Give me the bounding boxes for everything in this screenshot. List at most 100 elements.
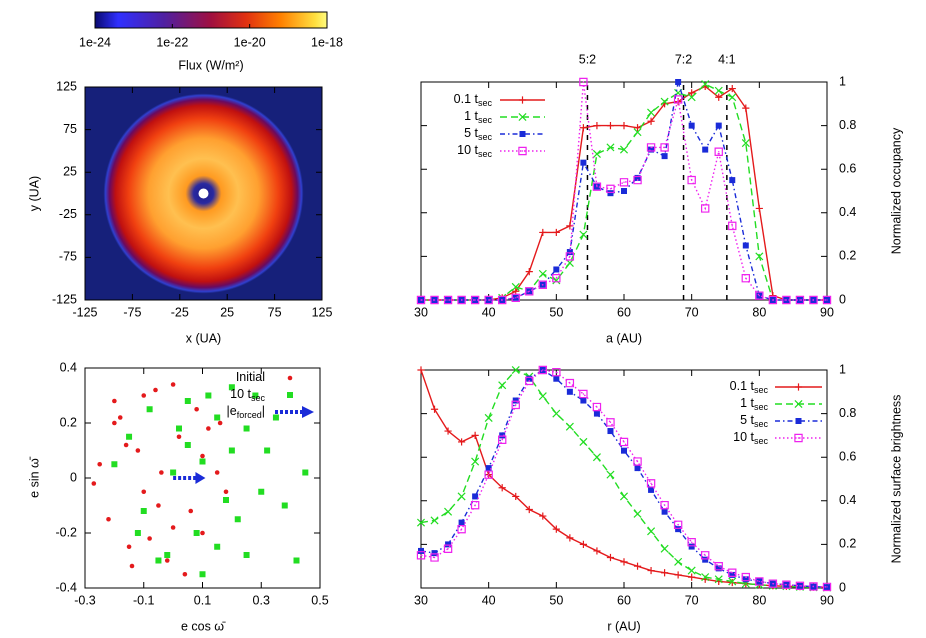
- marker: [228, 384, 235, 391]
- x-tick-label: -25: [171, 305, 189, 319]
- marker: [170, 525, 176, 530]
- y-tick-label: 0.2: [839, 249, 856, 263]
- y-tick-label: -25: [59, 207, 77, 221]
- marker: [457, 295, 466, 305]
- legend-name: 10 t: [733, 430, 754, 444]
- legend-subscript: sec: [754, 402, 769, 412]
- marker: [633, 457, 642, 466]
- colorbar-label: Flux (W/m²): [178, 58, 243, 72]
- marker: [470, 500, 480, 510]
- marker: [281, 502, 288, 509]
- marker: [153, 387, 158, 393]
- marker: [416, 551, 426, 560]
- marker: [660, 143, 669, 152]
- marker: [633, 175, 642, 185]
- marker: [728, 577, 737, 586]
- marker: [552, 367, 561, 377]
- marker: [458, 519, 465, 526]
- marker: [498, 435, 507, 444]
- marker: [565, 378, 575, 388]
- legend-name: 1 t: [740, 396, 754, 410]
- marker: [525, 287, 534, 296]
- legend-subscript: sec: [478, 149, 493, 159]
- marker: [471, 457, 480, 466]
- marker: [182, 571, 188, 577]
- marker: [539, 228, 547, 237]
- marker: [606, 143, 615, 152]
- marker: [217, 420, 223, 426]
- legend-label: 1 tsec: [740, 396, 768, 412]
- y-tick-label: 0.4: [839, 493, 856, 507]
- marker: [579, 124, 587, 132]
- marker: [593, 410, 600, 417]
- marker: [134, 530, 141, 536]
- legend-subscript: sec: [478, 98, 493, 108]
- marker: [782, 580, 791, 589]
- x-tick-label: 25: [220, 305, 234, 319]
- marker: [795, 295, 805, 305]
- marker: [620, 558, 628, 566]
- marker: [552, 228, 560, 237]
- marker: [243, 552, 250, 558]
- legend-label: Initial: [236, 370, 265, 384]
- marker: [675, 526, 682, 533]
- marker: [471, 431, 479, 439]
- marker: [701, 80, 710, 89]
- marker: [525, 268, 533, 276]
- marker: [457, 524, 466, 534]
- legend-subscript: sec: [754, 436, 769, 446]
- marker: [714, 86, 723, 95]
- y-axis-label: Normalized surface brightness: [889, 395, 903, 564]
- marker: [511, 293, 520, 303]
- colorbar-tick-label: 1e-24: [79, 35, 111, 49]
- x-tick-label: 60: [617, 305, 631, 319]
- marker: [606, 122, 615, 130]
- marker: [647, 566, 655, 575]
- marker: [620, 122, 628, 130]
- legend-subscript: forced: [237, 410, 262, 420]
- marker: [199, 571, 206, 578]
- marker: [675, 79, 682, 85]
- marker: [647, 108, 656, 117]
- marker: [141, 489, 147, 495]
- marker: [621, 447, 627, 454]
- marker: [565, 422, 574, 431]
- marker: [155, 557, 162, 564]
- y-tick-label: 0.2: [60, 415, 77, 429]
- marker: [184, 398, 191, 404]
- legend-subscript: sec: [478, 115, 493, 125]
- x-tick-label: 75: [268, 305, 282, 319]
- marker: [538, 280, 547, 289]
- marker: [634, 174, 641, 181]
- marker: [498, 381, 507, 390]
- panel: 30 40 50 60 70 80 90 0 0.2 0.4 0.6 0.8 1 r (AU) Normal…: [414, 362, 903, 633]
- marker: [688, 122, 695, 129]
- x-tick-label: 80: [752, 593, 766, 607]
- marker: [146, 406, 153, 413]
- marker: [621, 188, 627, 194]
- x-tick-label: 70: [685, 593, 699, 607]
- marker: [606, 418, 615, 427]
- marker: [579, 389, 588, 399]
- resonance-label: 4:1: [718, 52, 735, 66]
- y-tick-label: 0.4: [60, 360, 77, 374]
- legend-name: 10 t: [230, 387, 251, 401]
- marker: [648, 486, 655, 493]
- marker: [539, 512, 547, 520]
- legend-marker: [518, 146, 527, 156]
- marker: [648, 146, 655, 153]
- legend-label: 5 tsec: [740, 413, 768, 429]
- marker: [673, 520, 683, 529]
- marker: [525, 376, 534, 386]
- colorbar-tick-label: 1e-18: [311, 35, 343, 49]
- marker: [607, 190, 614, 197]
- marker: [430, 516, 439, 525]
- marker: [443, 544, 453, 553]
- x-tick-label: 60: [617, 593, 631, 607]
- marker: [170, 382, 176, 387]
- marker: [552, 276, 561, 285]
- marker: [126, 433, 133, 440]
- x-tick-label: 90: [820, 593, 834, 607]
- marker: [701, 204, 710, 213]
